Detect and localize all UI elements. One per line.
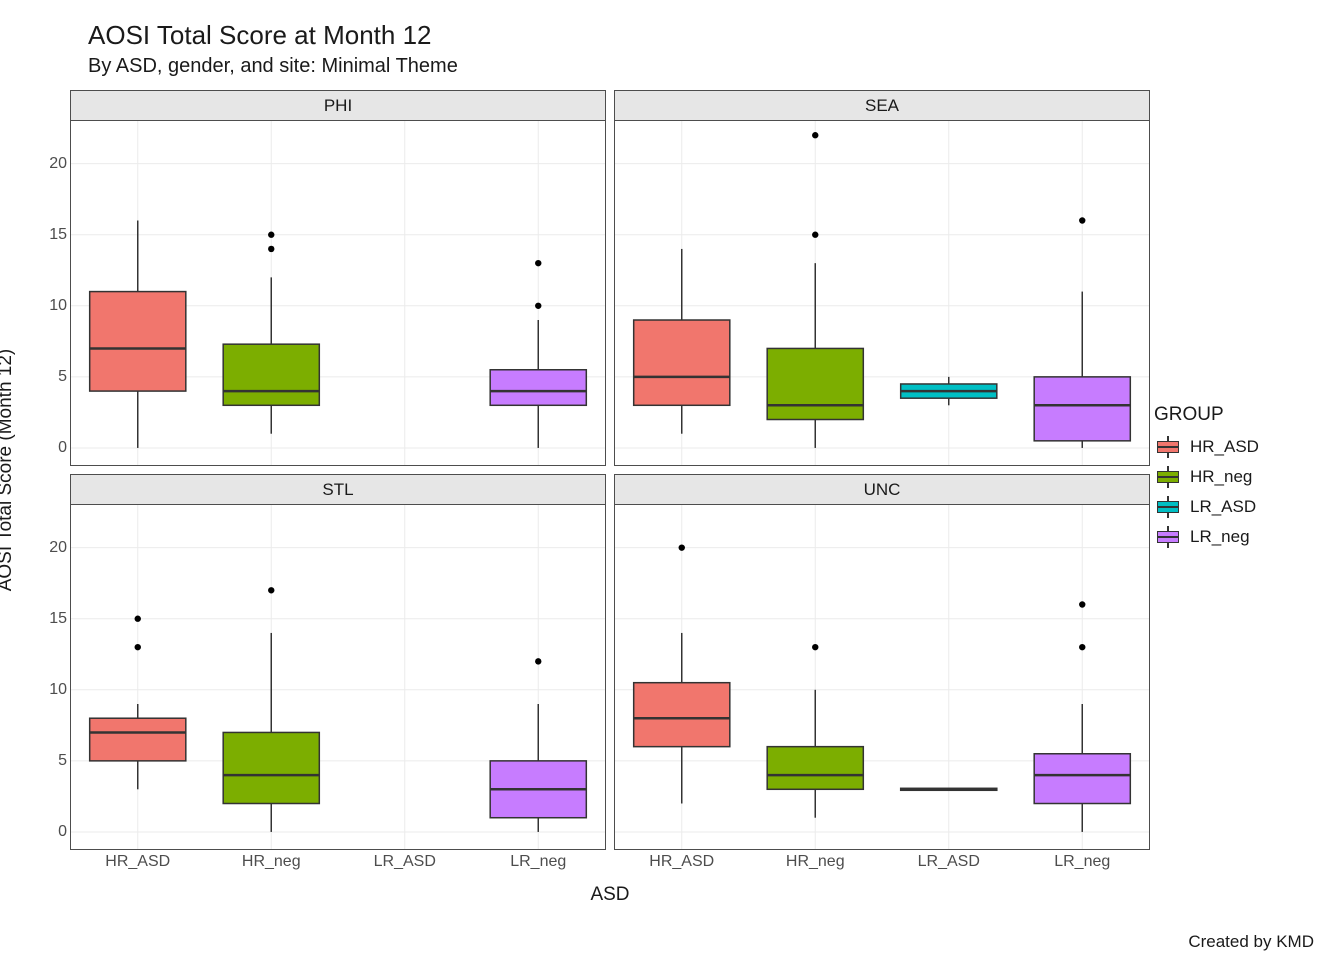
facet-strip-label: SEA [615, 91, 1149, 121]
facet-panel [615, 121, 1149, 465]
y-tick-label: 20 [33, 539, 67, 557]
facet-panel [71, 121, 605, 465]
y-tick-label: 15 [33, 226, 67, 244]
legend: GROUP HR_ASD HR_neg LR_ASD LR_neg [1154, 404, 1304, 556]
y-tick-label: 0 [33, 439, 67, 457]
y-tick-label: 0 [33, 823, 67, 841]
x-tick-label: HR_ASD [105, 853, 170, 871]
legend-key-icon [1154, 466, 1182, 488]
legend-item-LR_neg: LR_neg [1154, 526, 1304, 548]
chart-caption: Created by KMD [1188, 932, 1314, 952]
y-tick-label: 20 [33, 155, 67, 173]
facet-panel [615, 505, 1149, 849]
y-tick-label: 10 [33, 681, 67, 699]
x-axis-title: ASD [590, 884, 629, 906]
legend-label: HR_ASD [1190, 437, 1259, 457]
facet-strip-label: STL [71, 475, 605, 505]
legend-label: LR_ASD [1190, 497, 1256, 517]
legend-item-LR_ASD: LR_ASD [1154, 496, 1304, 518]
y-tick-label: 10 [33, 297, 67, 315]
y-axis-title: AOSI Total Score (Month 12) [0, 349, 17, 592]
y-tick-label: 15 [33, 610, 67, 628]
facet-UNC: UNCHR_ASDHR_negLR_ASDLR_neg [614, 474, 1150, 850]
facet-grid: PHI05101520 SEA STL05101520HR_ASDHR_negLR_… [70, 90, 1150, 850]
legend-key-icon [1154, 436, 1182, 458]
x-tick-label: LR_ASD [918, 853, 980, 871]
legend-key-icon [1154, 526, 1182, 548]
facet-panel [71, 505, 605, 849]
legend-item-HR_neg: HR_neg [1154, 466, 1304, 488]
x-tick-label: LR_ASD [374, 853, 436, 871]
chart-subtitle: By ASD, gender, and site: Minimal Theme [88, 55, 1324, 78]
x-tick-label: LR_neg [1054, 853, 1110, 871]
facet-strip-label: UNC [615, 475, 1149, 505]
facet-STL: STL05101520HR_ASDHR_negLR_ASDLR_neg [70, 474, 606, 850]
facet-PHI: PHI05101520 [70, 90, 606, 466]
chart-title: AOSI Total Score at Month 12 [88, 20, 1324, 51]
facet-grid-wrap: AOSI Total Score (Month 12) ASD PHI05101… [70, 90, 1150, 850]
x-tick-label: HR_neg [242, 853, 301, 871]
x-tick-label: LR_neg [510, 853, 566, 871]
x-tick-label: HR_neg [786, 853, 845, 871]
x-tick-label: HR_ASD [649, 853, 714, 871]
y-tick-label: 5 [33, 752, 67, 770]
legend-item-HR_ASD: HR_ASD [1154, 436, 1304, 458]
legend-label: LR_neg [1190, 527, 1250, 547]
facet-SEA: SEA [614, 90, 1150, 466]
legend-label: HR_neg [1190, 467, 1252, 487]
legend-key-icon [1154, 496, 1182, 518]
y-tick-label: 5 [33, 368, 67, 386]
legend-title: GROUP [1154, 404, 1304, 426]
facet-strip-label: PHI [71, 91, 605, 121]
